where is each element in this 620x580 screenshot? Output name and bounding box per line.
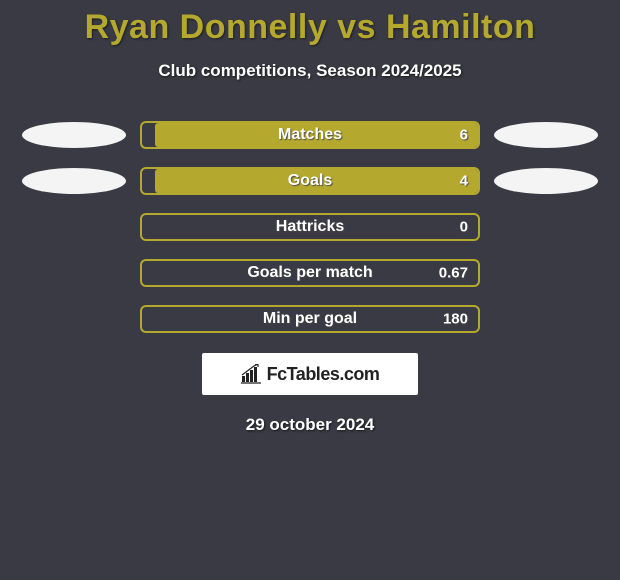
stat-row: Goals per match 0.67 (0, 259, 620, 287)
stat-value: 6 (460, 127, 468, 144)
stat-label: Min per goal (263, 310, 357, 328)
right-oval-slot (492, 259, 600, 287)
stat-label: Goals per match (247, 264, 372, 282)
stat-row: Hattricks 0 (0, 213, 620, 241)
stat-bar: Min per goal 180 (140, 305, 480, 333)
left-oval-slot (20, 167, 128, 195)
source-badge-text: FcTables.com (267, 364, 380, 385)
stat-value: 0 (460, 219, 468, 236)
stat-label: Matches (278, 126, 342, 144)
player-oval-right (494, 122, 598, 148)
stat-bar: Matches 6 (140, 121, 480, 149)
player-oval-right (494, 168, 598, 194)
subtitle: Club competitions, Season 2024/2025 (0, 61, 620, 81)
left-oval-slot (20, 305, 128, 333)
right-oval-slot (492, 305, 600, 333)
comparison-card: Ryan Donnelly vs Hamilton Club competiti… (0, 0, 620, 435)
stat-row: Matches 6 (0, 121, 620, 149)
right-oval-slot (492, 213, 600, 241)
source-badge[interactable]: FcTables.com (202, 353, 418, 395)
stat-value: 0.67 (439, 265, 468, 282)
source-badge-inner: FcTables.com (241, 364, 380, 385)
page-title: Ryan Donnelly vs Hamilton (0, 8, 620, 47)
player-oval-left (22, 122, 126, 148)
stat-label: Hattricks (276, 218, 344, 236)
stat-label: Goals (288, 172, 332, 190)
stat-bar: Hattricks 0 (140, 213, 480, 241)
stat-value: 180 (443, 311, 468, 328)
bar-chart-icon (241, 364, 263, 384)
left-oval-slot (20, 259, 128, 287)
stat-rows: Matches 6 Goals 4 Hattricks 0 Goals per match 0… (0, 121, 620, 333)
stat-row: Goals 4 (0, 167, 620, 195)
left-oval-slot (20, 213, 128, 241)
stat-value: 4 (460, 173, 468, 190)
right-oval-slot (492, 121, 600, 149)
player-oval-left (22, 168, 126, 194)
date-label: 29 october 2024 (0, 415, 620, 435)
stat-bar: Goals per match 0.67 (140, 259, 480, 287)
stat-row: Min per goal 180 (0, 305, 620, 333)
right-oval-slot (492, 167, 600, 195)
stat-bar: Goals 4 (140, 167, 480, 195)
left-oval-slot (20, 121, 128, 149)
